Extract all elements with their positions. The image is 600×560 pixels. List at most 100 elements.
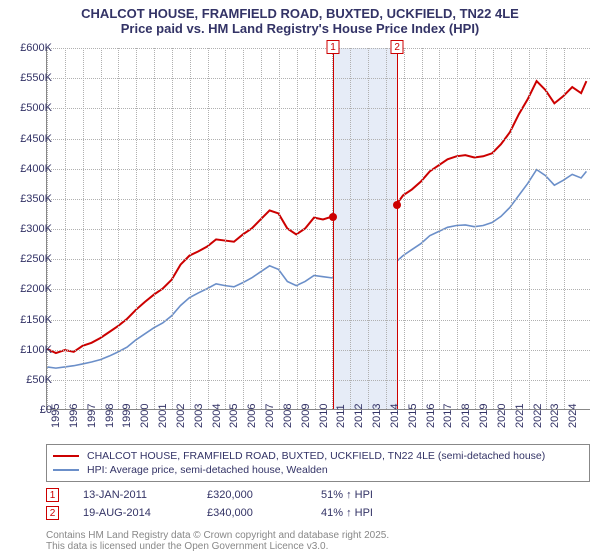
- gridline-vertical: [404, 48, 405, 409]
- gridline-vertical: [564, 48, 565, 409]
- x-axis-label: 2020: [496, 404, 508, 428]
- chart-plot-area: 12: [46, 48, 590, 410]
- event-date: 13-JAN-2011: [83, 489, 183, 501]
- x-axis-label: 2001: [157, 404, 169, 428]
- x-axis-label: 2017: [442, 404, 454, 428]
- x-axis-label: 2021: [514, 404, 526, 428]
- event-vertical-line: [397, 48, 398, 409]
- x-axis-label: 2002: [175, 404, 187, 428]
- gridline-vertical: [546, 48, 547, 409]
- event-price: £320,000: [207, 489, 297, 501]
- y-axis-label: £600K: [8, 42, 52, 54]
- footer-attribution: Contains HM Land Registry data © Crown c…: [46, 530, 590, 552]
- x-axis-label: 2019: [478, 404, 490, 428]
- gridline-vertical: [350, 48, 351, 409]
- x-axis-label: 2024: [567, 404, 579, 428]
- price-point-marker: [393, 201, 401, 209]
- gridline-vertical: [368, 48, 369, 409]
- footer-line-2: This data is licensed under the Open Gov…: [46, 541, 590, 552]
- x-axis-label: 1996: [68, 404, 80, 428]
- gridline-vertical: [457, 48, 458, 409]
- gridline-vertical: [154, 48, 155, 409]
- y-axis-label: £550K: [8, 72, 52, 84]
- x-axis-label: 1999: [121, 404, 133, 428]
- gridline-vertical: [439, 48, 440, 409]
- title-line-1: CHALCOT HOUSE, FRAMFIELD ROAD, BUXTED, U…: [10, 6, 590, 21]
- gridline-vertical: [118, 48, 119, 409]
- x-axis-label: 1998: [104, 404, 116, 428]
- x-axis-label: 2007: [264, 404, 276, 428]
- x-axis-label: 2003: [193, 404, 205, 428]
- event-number-badge: 2: [46, 506, 59, 520]
- x-axis-label: 2011: [335, 404, 347, 428]
- gridline-vertical: [83, 48, 84, 409]
- legend-swatch-2: [53, 469, 79, 471]
- event-marker: 1: [327, 40, 340, 54]
- legend-label-2: HPI: Average price, semi-detached house,…: [87, 464, 328, 476]
- gridline-horizontal: [47, 48, 590, 49]
- event-number-badge: 1: [46, 488, 59, 502]
- gridline-vertical: [529, 48, 530, 409]
- gridline-horizontal: [47, 78, 590, 79]
- gridline-horizontal: [47, 289, 590, 290]
- event-price: £340,000: [207, 507, 297, 519]
- x-axis-label: 2008: [282, 404, 294, 428]
- y-axis-label: £450K: [8, 133, 52, 145]
- gridline-vertical: [172, 48, 173, 409]
- title-line-2: Price paid vs. HM Land Registry's House …: [10, 21, 590, 36]
- gridline-horizontal: [47, 350, 590, 351]
- x-axis-label: 2000: [139, 404, 151, 428]
- gridline-vertical: [422, 48, 423, 409]
- y-axis-label: £300K: [8, 223, 52, 235]
- gridline-vertical: [511, 48, 512, 409]
- price-point-marker: [329, 213, 337, 221]
- gridline-horizontal: [47, 229, 590, 230]
- gridline-vertical: [208, 48, 209, 409]
- legend-label-1: CHALCOT HOUSE, FRAMFIELD ROAD, BUXTED, U…: [87, 450, 545, 462]
- event-hpi: 51% ↑ HPI: [321, 489, 421, 501]
- y-axis-label: £50K: [8, 374, 52, 386]
- y-axis-label: £250K: [8, 253, 52, 265]
- gridline-vertical: [261, 48, 262, 409]
- legend-row: HPI: Average price, semi-detached house,…: [53, 463, 583, 477]
- x-axis-label: 1997: [86, 404, 98, 428]
- gridline-horizontal: [47, 199, 590, 200]
- gridline-vertical: [243, 48, 244, 409]
- y-axis-label: £400K: [8, 163, 52, 175]
- gridline-horizontal: [47, 169, 590, 170]
- legend-row: CHALCOT HOUSE, FRAMFIELD ROAD, BUXTED, U…: [53, 449, 583, 463]
- gridline-vertical: [190, 48, 191, 409]
- x-axis-label: 2004: [211, 404, 223, 428]
- gridline-horizontal: [47, 108, 590, 109]
- x-axis-label: 2023: [549, 404, 561, 428]
- footer-line-1: Contains HM Land Registry data © Crown c…: [46, 530, 590, 541]
- event-hpi: 41% ↑ HPI: [321, 507, 421, 519]
- gridline-vertical: [101, 48, 102, 409]
- event-vertical-line: [333, 48, 334, 409]
- x-axis-label: 2006: [246, 404, 258, 428]
- event-marker: 2: [391, 40, 404, 54]
- gridline-vertical: [315, 48, 316, 409]
- gridline-horizontal: [47, 259, 590, 260]
- series-line-price_paid: [47, 81, 586, 353]
- x-axis-label: 1995: [50, 404, 62, 428]
- y-axis-label: £500K: [8, 102, 52, 114]
- x-axis-label: 2014: [389, 404, 401, 428]
- title-block: CHALCOT HOUSE, FRAMFIELD ROAD, BUXTED, U…: [0, 0, 600, 40]
- y-axis-label: £100K: [8, 344, 52, 356]
- gridline-vertical: [493, 48, 494, 409]
- x-axis-label: 2005: [228, 404, 240, 428]
- event-row: 1 13-JAN-2011 £320,000 51% ↑ HPI: [46, 486, 590, 504]
- x-axis-label: 2012: [353, 404, 365, 428]
- legend-box: CHALCOT HOUSE, FRAMFIELD ROAD, BUXTED, U…: [46, 444, 590, 482]
- x-axis-label: 2013: [371, 404, 383, 428]
- gridline-vertical: [65, 48, 66, 409]
- gridline-horizontal: [47, 380, 590, 381]
- events-block: 1 13-JAN-2011 £320,000 51% ↑ HPI 2 19-AU…: [46, 486, 590, 522]
- x-axis-label: 2010: [318, 404, 330, 428]
- gridline-vertical: [225, 48, 226, 409]
- legend-swatch-1: [53, 455, 79, 457]
- gridline-vertical: [279, 48, 280, 409]
- gridline-vertical: [297, 48, 298, 409]
- gridline-horizontal: [47, 320, 590, 321]
